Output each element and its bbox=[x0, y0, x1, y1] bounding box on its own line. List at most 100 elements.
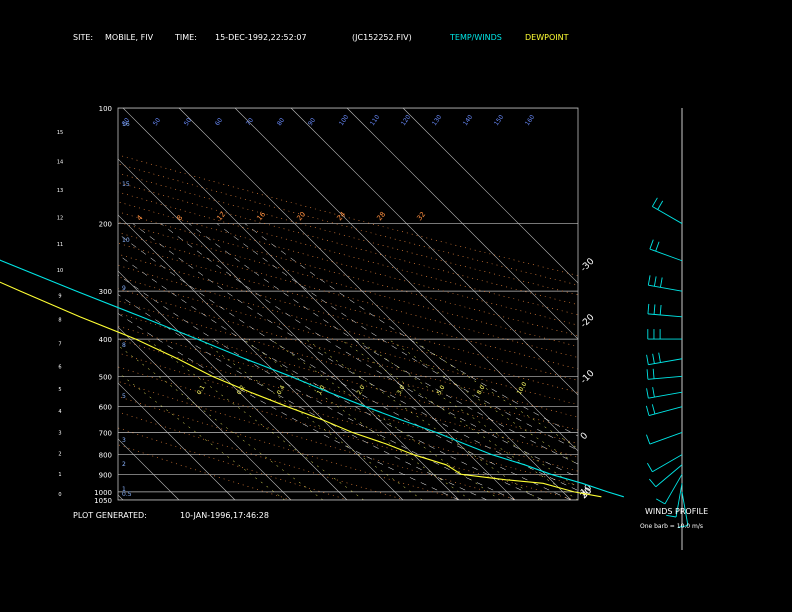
file-id: (JC152252.FIV) bbox=[352, 33, 412, 42]
km-scale-label: 2 bbox=[122, 461, 126, 468]
isotherm-line bbox=[234, 108, 578, 452]
dry-adiabat-label: 32 bbox=[415, 210, 427, 222]
mixing-ratio-label: 1.0 bbox=[316, 384, 327, 396]
km-scale-label: 15 bbox=[122, 181, 130, 188]
wind-barb-flag bbox=[653, 304, 656, 315]
wind-barb-flag bbox=[646, 462, 653, 472]
pressure-tick-label: 600 bbox=[99, 404, 112, 412]
moist-adiabat bbox=[118, 313, 460, 500]
moist-adiabat bbox=[188, 223, 578, 465]
header: SITE: MOBILE, FIV TIME: 15-DEC-1992,22:5… bbox=[73, 33, 569, 42]
height-km-label: 4 bbox=[58, 409, 61, 415]
height-km-label: 2 bbox=[58, 452, 61, 458]
height-km-label: 15 bbox=[57, 130, 63, 136]
dry-adiabat-label: 8 bbox=[175, 214, 184, 223]
isotherm-right-label: 0 bbox=[579, 431, 590, 442]
mixing-ratio-label: 0.1 bbox=[196, 384, 207, 396]
dew-legend: DEWPOINT bbox=[525, 33, 569, 42]
series-temp-winds bbox=[0, 259, 624, 498]
series-layer bbox=[0, 259, 624, 498]
plot-clipped-group bbox=[118, 108, 578, 500]
height-km-label: 11 bbox=[57, 242, 63, 248]
km-scale-label: 5 bbox=[122, 393, 126, 400]
mixing-ratio-label: 0.2 bbox=[236, 384, 247, 396]
isotherm-line bbox=[118, 326, 292, 500]
mixing-ratio-line bbox=[411, 338, 578, 449]
dry-adiabat bbox=[118, 366, 576, 500]
top-row-label: 60 bbox=[214, 117, 224, 127]
wind-barb-flag bbox=[666, 514, 677, 518]
km-scale-label: 8 bbox=[122, 342, 126, 349]
wind-barb-flag bbox=[655, 241, 660, 252]
isotherm-line bbox=[346, 108, 578, 340]
wind-barb bbox=[652, 454, 683, 473]
pressure-tick-label: 1000 bbox=[94, 489, 112, 497]
height-km-label: 12 bbox=[57, 216, 63, 222]
dry-adiabat-label: 12 bbox=[215, 210, 227, 222]
mixing-ratio-line bbox=[270, 338, 501, 500]
generated-label: PLOT GENERATED: bbox=[73, 511, 147, 520]
temp-legend: TEMP/WINDS bbox=[449, 33, 502, 42]
series-dewpoint bbox=[0, 281, 602, 498]
pressure-tick-label: 400 bbox=[99, 336, 112, 344]
isotherm-line bbox=[402, 108, 578, 284]
wind-panel-note: One barb = 10.0 m/s bbox=[640, 523, 703, 530]
mixing-ratio-line bbox=[356, 338, 578, 488]
height-km-label: 9 bbox=[58, 293, 61, 299]
top-row-label: 50 bbox=[152, 117, 162, 127]
height-km-label: 3 bbox=[58, 431, 61, 437]
grid-layer bbox=[117, 107, 579, 501]
wind-barb bbox=[648, 391, 683, 399]
wind-barb-flag bbox=[660, 277, 663, 288]
height-km-label: 13 bbox=[57, 188, 63, 194]
height-km-label: 14 bbox=[57, 160, 63, 166]
wind-barb bbox=[648, 284, 683, 292]
pressure-tick-label: 700 bbox=[99, 429, 112, 437]
wind-barb bbox=[675, 483, 683, 518]
dry-adiabat-label: 28 bbox=[375, 210, 387, 222]
wind-barb-flag bbox=[646, 388, 649, 399]
height-km-label: 5 bbox=[58, 387, 61, 393]
wind-barb bbox=[647, 313, 683, 318]
wind-barb bbox=[664, 474, 683, 505]
wind-barb-flag bbox=[652, 353, 655, 364]
footer: PLOT GENERATED: 10-JAN-1996,17:46:28 bbox=[73, 511, 269, 520]
time-label: TIME: bbox=[174, 33, 197, 42]
mixing-ratio-line bbox=[199, 338, 423, 500]
wind-barb-flag bbox=[658, 352, 661, 363]
wind-barb-flag bbox=[645, 405, 650, 416]
moist-adiabat bbox=[216, 223, 578, 451]
wind-barb bbox=[655, 464, 683, 488]
time-value: 15-DEC-1992,22:52:07 bbox=[215, 33, 307, 42]
wind-barb-flag bbox=[647, 275, 651, 286]
plot-frame bbox=[117, 107, 579, 501]
mixing-ratio-line bbox=[146, 338, 364, 500]
isotherm-line bbox=[178, 108, 572, 500]
wind-barb-flag bbox=[651, 197, 658, 207]
dry-adiabat bbox=[118, 444, 292, 500]
isotherm-line bbox=[118, 158, 460, 500]
wind-barb-flag bbox=[647, 303, 650, 314]
dry-adiabat-label: 20 bbox=[295, 210, 307, 222]
km-scale-label: 0.5 bbox=[122, 491, 132, 498]
height-km-label: 0 bbox=[58, 492, 61, 498]
height-km-label: 1 bbox=[58, 472, 61, 478]
wind-barb-flag bbox=[652, 387, 655, 398]
wind-barb bbox=[648, 406, 683, 416]
mixing-ratio-line bbox=[388, 338, 578, 466]
mixing-ratio-label: 0.4 bbox=[276, 384, 287, 396]
isotherm-line bbox=[118, 214, 404, 500]
top-row-label: 70 bbox=[245, 117, 255, 127]
mixing-ratio-label: 8.0 bbox=[476, 384, 487, 396]
top-row-label: 50 bbox=[121, 117, 131, 127]
height-km-label: 10 bbox=[57, 268, 63, 274]
pressure-tick-label: 900 bbox=[99, 471, 112, 479]
moist-adiabat bbox=[244, 223, 578, 437]
moist-adiabat bbox=[118, 254, 544, 500]
moist-adiabat bbox=[118, 233, 572, 500]
wind-barb-flag bbox=[678, 525, 689, 528]
km-scale-label: 16 bbox=[122, 121, 130, 128]
site-label: SITE: bbox=[73, 33, 93, 42]
wind-barb-flag bbox=[659, 304, 662, 315]
km-scale-label: 1 bbox=[122, 486, 126, 493]
